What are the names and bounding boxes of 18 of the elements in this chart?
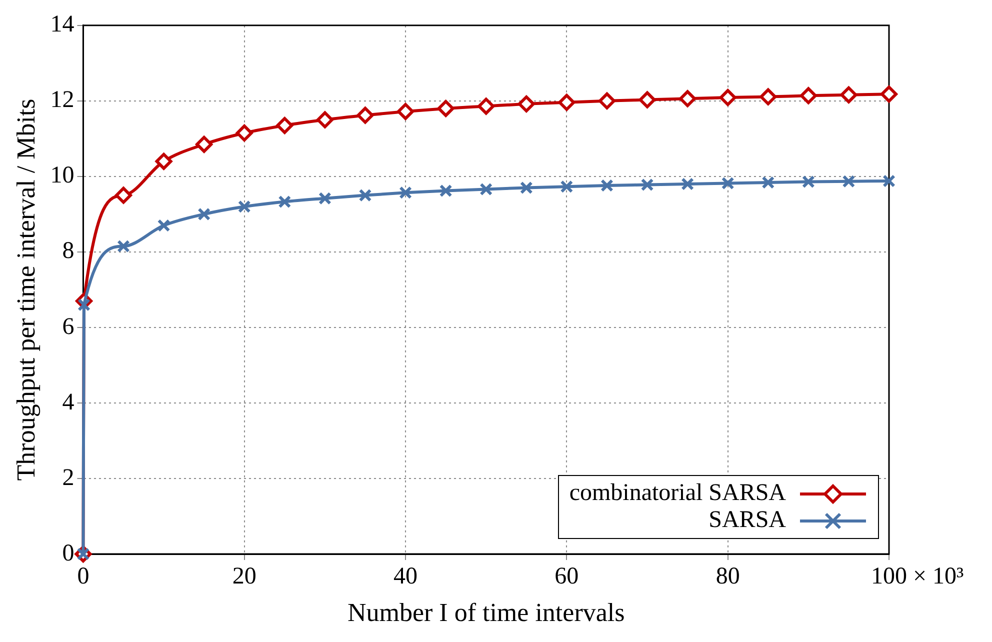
y-tick-label: 0	[62, 540, 74, 566]
y-tick-label: 6	[62, 314, 74, 340]
x-tick-label: 80	[716, 564, 740, 590]
y-tick-label: 14	[50, 12, 74, 38]
x-tick-label: 60	[554, 564, 579, 590]
y-tick-label: 2	[62, 464, 74, 491]
y-tick-label: 4	[62, 389, 74, 416]
legend-label: combinatorial SARSA	[569, 480, 786, 507]
x-axis-title: Number I of time intervals	[347, 598, 625, 628]
legend-label: SARSA	[708, 507, 786, 534]
text: × 10³	[913, 563, 964, 590]
x-tick-label: 100	[871, 564, 907, 590]
y-tick-label: 8	[62, 238, 74, 264]
y-tick-label: 12	[50, 87, 74, 114]
y-tick-label: 10	[50, 162, 74, 189]
x-tick-label: 40	[394, 564, 418, 590]
y-axis-title: Throughput per time interval / Mbits	[11, 98, 40, 481]
x-tick-label: 20	[232, 564, 256, 590]
